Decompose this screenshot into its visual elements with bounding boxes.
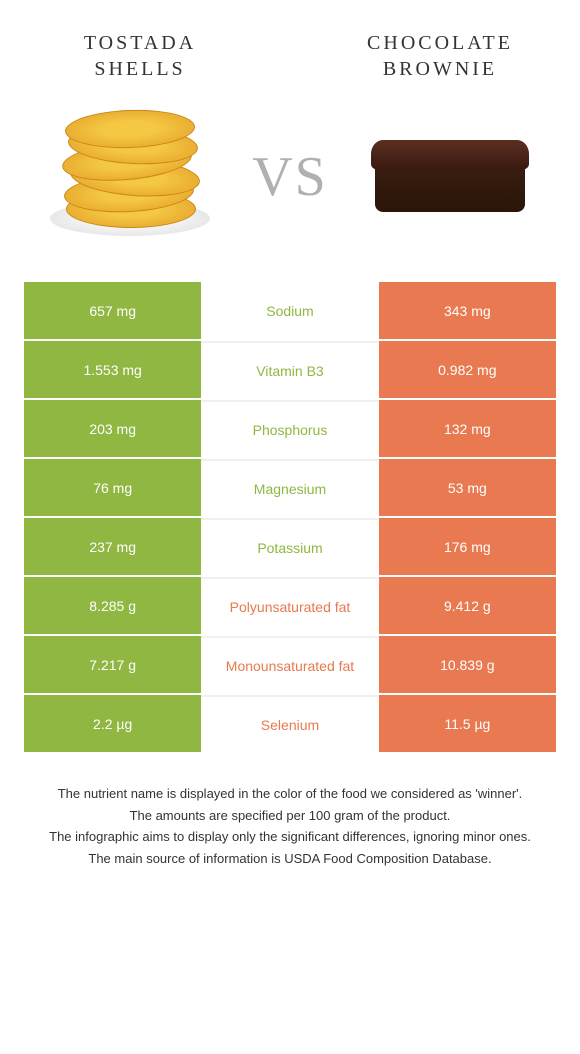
right-value: 53 mg	[379, 459, 556, 516]
right-value: 11.5 µg	[379, 695, 556, 752]
left-value: 237 mg	[24, 518, 201, 575]
images-row: VS	[0, 92, 580, 272]
footer-notes: The nutrient name is displayed in the co…	[0, 754, 580, 868]
left-value: 76 mg	[24, 459, 201, 516]
nutrient-name: Polyunsaturated fat	[201, 577, 378, 634]
nutrient-name: Magnesium	[201, 459, 378, 516]
left-value: 203 mg	[24, 400, 201, 457]
left-value: 657 mg	[24, 282, 201, 339]
footer-line: The nutrient name is displayed in the co…	[20, 784, 560, 804]
right-value: 0.982 mg	[379, 341, 556, 398]
left-value: 7.217 g	[24, 636, 201, 693]
right-value: 132 mg	[379, 400, 556, 457]
nutrient-row: 1.553 mgVitamin B30.982 mg	[24, 341, 556, 398]
footer-line: The infographic aims to display only the…	[20, 827, 560, 847]
nutrient-row: 7.217 gMonounsaturated fat10.839 g	[24, 636, 556, 693]
nutrient-row: 8.285 gPolyunsaturated fat9.412 g	[24, 577, 556, 634]
nutrient-row: 657 mgSodium343 mg	[24, 282, 556, 339]
nutrient-name: Vitamin B3	[201, 341, 378, 398]
nutrient-name: Phosphorus	[201, 400, 378, 457]
nutrient-table: 657 mgSodium343 mg1.553 mgVitamin B30.98…	[24, 282, 556, 752]
nutrient-name: Sodium	[201, 282, 378, 339]
right-value: 176 mg	[379, 518, 556, 575]
right-value: 10.839 g	[379, 636, 556, 693]
nutrient-row: 2.2 µgSelenium11.5 µg	[24, 695, 556, 752]
vs-label: VS	[252, 145, 328, 209]
nutrient-row: 203 mgPhosphorus132 mg	[24, 400, 556, 457]
footer-line: The amounts are specified per 100 gram o…	[20, 806, 560, 826]
right-value: 9.412 g	[379, 577, 556, 634]
tostada-image	[40, 107, 220, 247]
right-value: 343 mg	[379, 282, 556, 339]
footer-line: The main source of information is USDA F…	[20, 849, 560, 869]
left-value: 1.553 mg	[24, 341, 201, 398]
nutrient-name: Potassium	[201, 518, 378, 575]
nutrient-row: 237 mgPotassium176 mg	[24, 518, 556, 575]
left-value: 2.2 µg	[24, 695, 201, 752]
header: TOSTADA SHELLS CHOCOLATE BROWNIE	[0, 0, 580, 92]
right-food-title: CHOCOLATE BROWNIE	[340, 30, 540, 82]
nutrient-name: Selenium	[201, 695, 378, 752]
nutrient-name: Monounsaturated fat	[201, 636, 378, 693]
left-value: 8.285 g	[24, 577, 201, 634]
left-food-title: TOSTADA SHELLS	[40, 30, 240, 82]
nutrient-row: 76 mgMagnesium53 mg	[24, 459, 556, 516]
brownie-image	[360, 107, 540, 247]
